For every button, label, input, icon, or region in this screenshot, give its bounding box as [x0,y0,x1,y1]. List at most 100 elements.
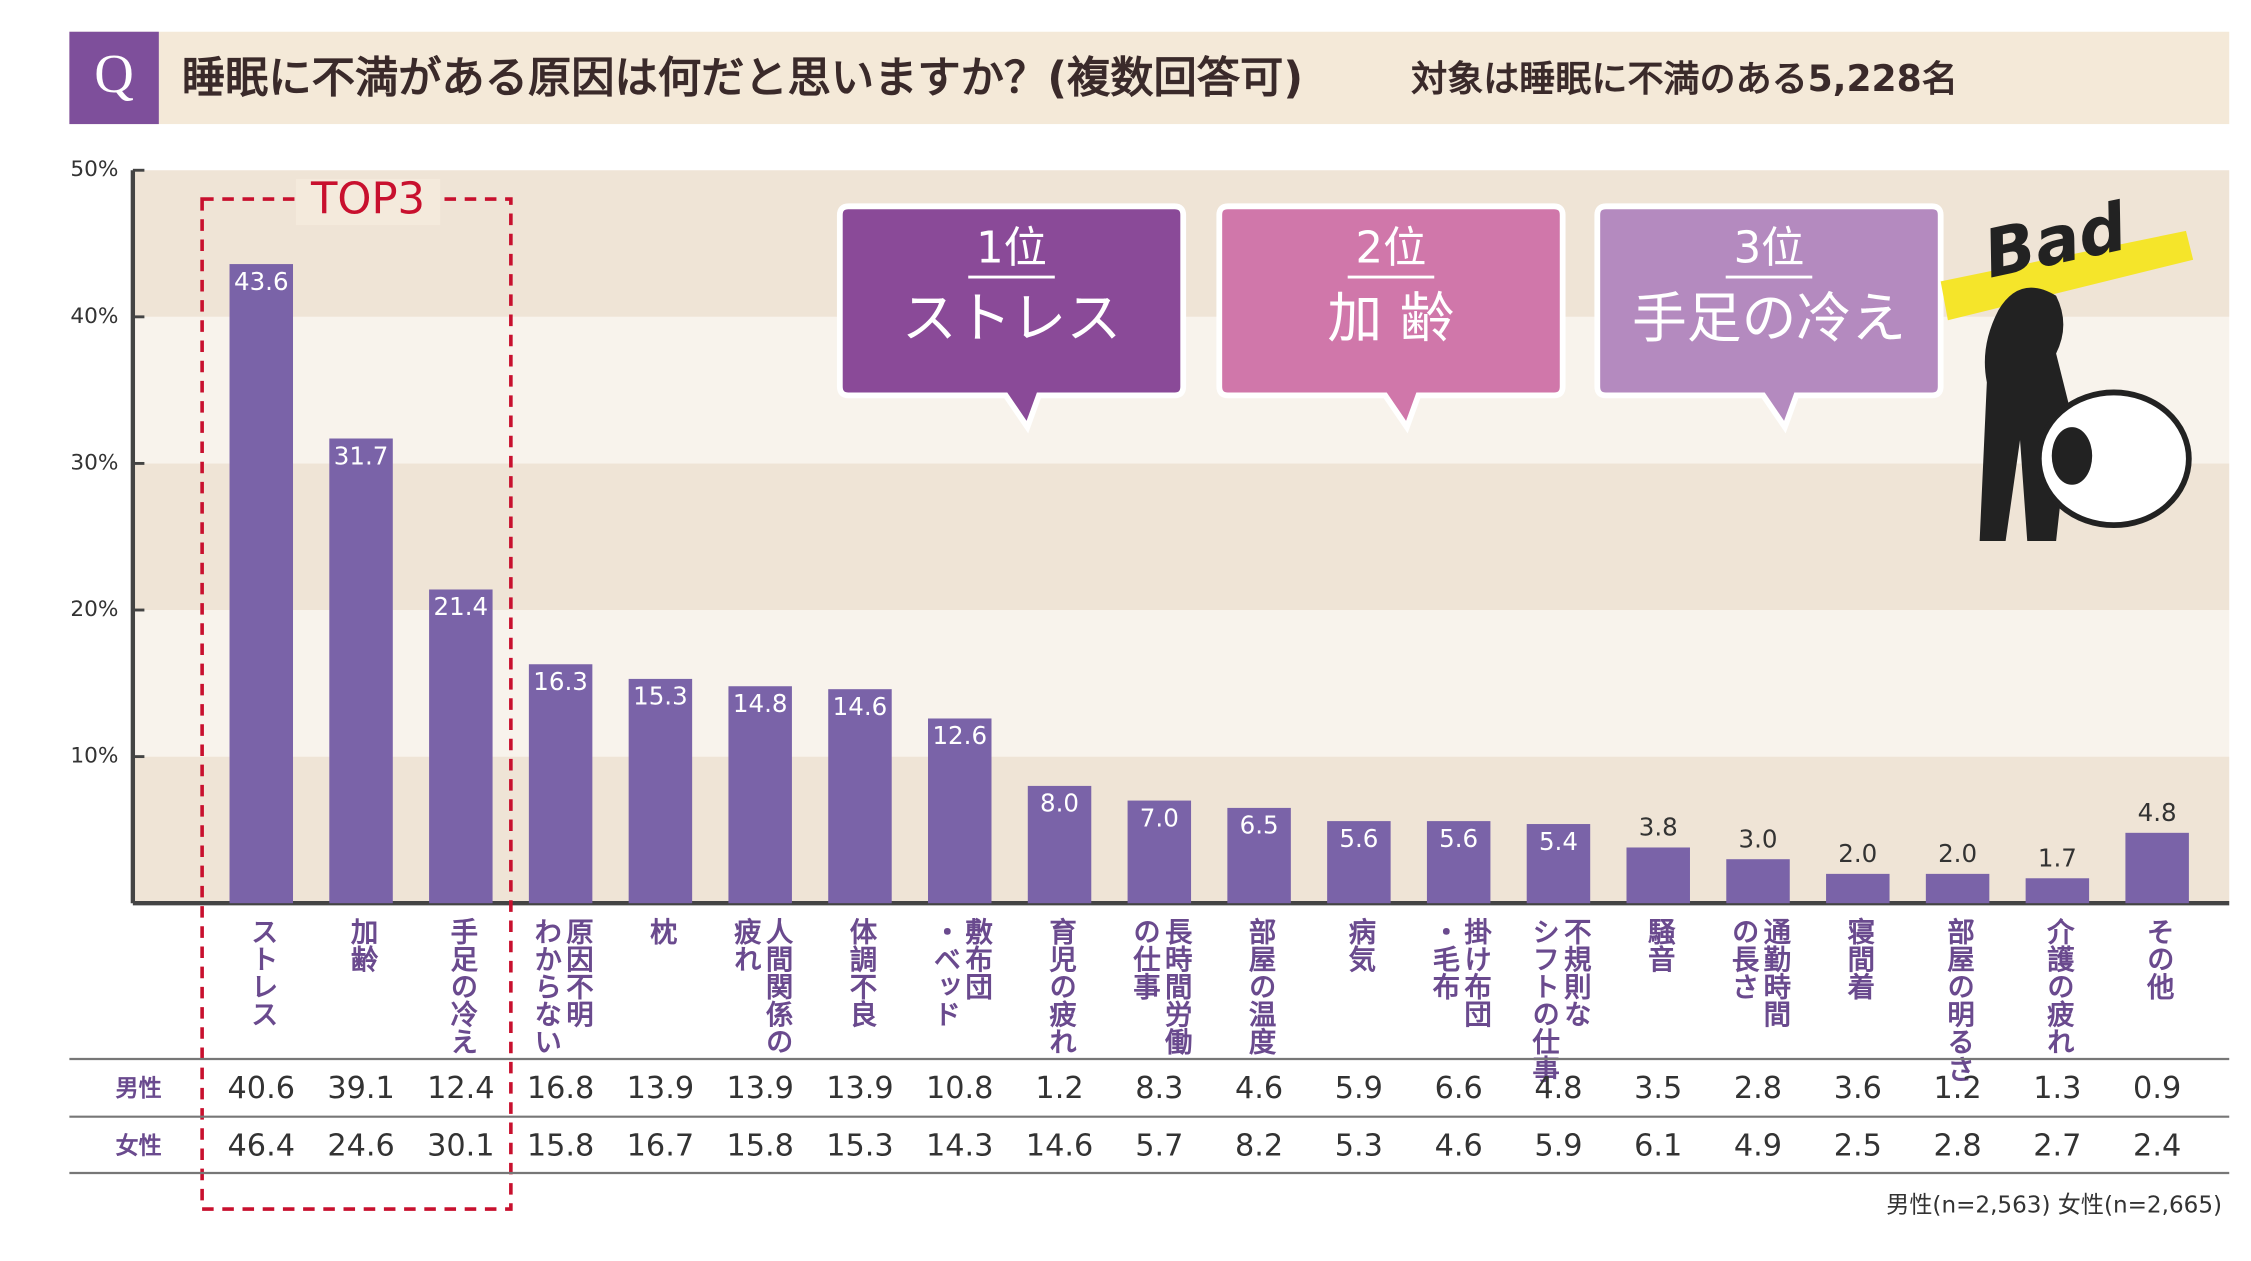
table-cell: 46.4 [228,1129,295,1164]
x-tick-label: ・ベッド [928,918,960,1028]
x-tick-label: 部屋の温度 [1244,917,1277,1056]
sheep-body [2035,389,2192,529]
bad-stroke [1940,230,2194,321]
table-cell: 8.3 [1135,1071,1183,1106]
table-cell: 2.5 [1834,1129,1882,1164]
bar [928,718,992,904]
x-tick-label: 疲れ [729,917,762,973]
x-tick-label: 不規則な [1559,918,1592,1028]
table-cell: 8.2 [1235,1129,1283,1164]
x-tick-label: ・毛布 [1427,918,1460,1000]
x-tick-label: わからない [529,918,561,1055]
subtitle: 対象は睡眠に不満のある5,228名 [1411,58,1958,100]
table-cell: 13.9 [826,1071,893,1106]
x-tick-label: その他 [2142,918,2176,1000]
table-cell: 40.6 [228,1071,295,1106]
bar [1626,847,1690,904]
bar [1726,859,1790,904]
table-cell: 15.3 [826,1129,893,1164]
bar [1826,873,1890,904]
table-cell: 0.9 [2133,1071,2181,1106]
x-tick-label: 体調不良 [844,918,877,1028]
bar [1925,873,1990,904]
row-label: 男性 [116,1076,162,1102]
callout-label: 加 齢 [1327,286,1454,350]
x-tick-label: ストレス [246,918,277,1028]
table-cell: 5.9 [1335,1071,1383,1106]
table-cell: 4.8 [1534,1071,1582,1106]
table-cell: 3.6 [1834,1071,1882,1106]
value-label: 31.7 [334,441,389,470]
top3-label: TOP3 [310,174,425,224]
callout-box [1594,203,1944,434]
table-cell: 15.8 [726,1129,793,1164]
x-tick-label: 原因不明 [561,918,594,1028]
top3-label-bg [295,178,441,226]
bar [828,689,892,904]
table-cell: 13.9 [627,1071,694,1106]
table-cell: 1.2 [1035,1071,1083,1106]
x-tick-label: 介護の疲れ [2042,917,2076,1055]
x-tick-label: 通勤時間 [1758,918,1791,1028]
x-tick-label: 手足の冷え [445,918,478,1055]
bar [1027,785,1092,904]
x-tick-label: 敷布団 [960,917,993,1000]
sheep-head [2051,427,2093,485]
x-tick-label: の仕事 [1128,918,1162,1001]
callout-rank: 1位 [976,224,1047,274]
x-tick-label: 部屋の明るさ [1942,917,1975,1082]
table-cell: 4.9 [1734,1129,1782,1164]
value-label: 43.6 [234,267,289,296]
x-tick-label: シフトの仕事 [1527,918,1561,1083]
bar [2125,832,2189,904]
table-cell: 1.2 [1934,1071,1982,1106]
bar [1426,821,1491,904]
q-letter: Q [94,43,134,104]
top3-box [200,197,513,1211]
table-cell: 2.8 [1934,1129,1982,1164]
y-tick-label: 20% [70,597,118,622]
x-tick-label: 長時間労働 [1160,918,1193,1056]
value-label: 5.4 [1539,827,1578,856]
bar [1127,800,1192,904]
title-bar [69,31,2230,125]
bar [728,686,792,904]
x-tick-label: 加齢 [346,918,379,974]
value-label: 8.0 [1040,789,1079,818]
y-tick-label: 30% [70,450,118,475]
value-label: 14.6 [833,692,888,721]
table-cell: 4.6 [1435,1129,1483,1164]
bar [1327,821,1391,904]
table-cell: 14.3 [926,1129,993,1164]
table-cell: 5.9 [1534,1129,1582,1164]
table-cell: 13.9 [726,1071,793,1106]
bar [429,589,493,904]
y-tick-label: 10% [70,744,118,769]
value-label: 3.8 [1639,813,1678,842]
table-cell: 30.1 [427,1129,494,1164]
bar [628,678,693,904]
callout-label: ストレス [902,286,1121,350]
value-label: 15.3 [633,682,688,711]
value-label: 6.5 [1240,811,1279,840]
table-cell: 16.7 [627,1129,694,1164]
table-cell: 10.8 [926,1071,993,1106]
value-label: 5.6 [1339,824,1378,853]
y-tick-label: 50% [70,157,118,182]
value-label: 7.0 [1140,803,1179,832]
bar [1227,807,1291,904]
table-cell: 15.8 [527,1129,594,1164]
value-label: 12.6 [932,721,987,750]
bar [1526,824,1591,904]
callout-box [836,203,1187,434]
title: 睡眠に不満がある原因は何だと思いますか？(複数回答可) [182,53,1303,103]
table-cell: 24.6 [327,1129,394,1164]
value-label: 5.6 [1439,824,1478,853]
value-label: 16.3 [533,667,588,696]
table-cell: 3.5 [1634,1071,1682,1106]
table-cell: 14.6 [1026,1129,1093,1164]
x-tick-label: 病気 [1343,918,1376,973]
x-tick-label: 枕 [645,918,678,946]
plot-stripe [132,463,2230,611]
